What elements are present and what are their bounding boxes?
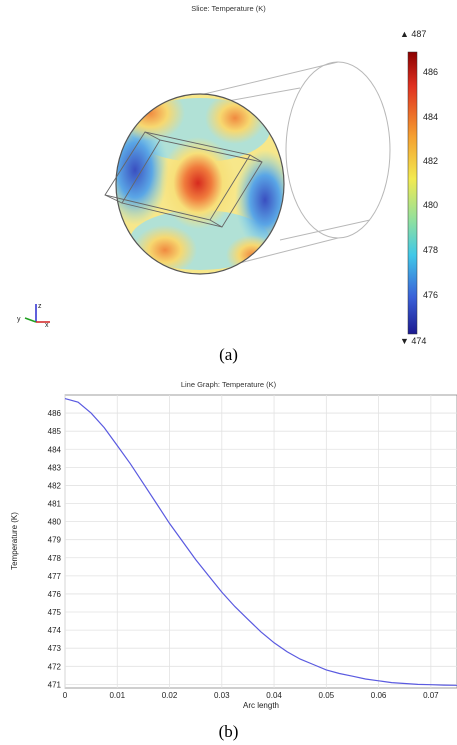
x-tick-label: 0.05: [319, 691, 335, 700]
y-tick-label: 486: [48, 409, 62, 418]
colorbar-max-label: ▲ 487: [400, 29, 426, 39]
colorbar-tick: 480: [423, 200, 438, 210]
y-tick-label: 480: [48, 518, 62, 527]
plot-area: [64, 394, 457, 689]
slice-plot: ▲ 487 ▼ 474 486 484 482 480 478 476 z x …: [17, 29, 438, 345]
x-tick-label: 0.03: [214, 691, 230, 700]
triad-x-label: x: [45, 322, 49, 329]
colorbar-ticks: 486 484 482 480 478 476: [423, 67, 438, 300]
grid: [64, 395, 457, 688]
y-tick-label: 484: [48, 445, 62, 454]
y-tick-label: 474: [48, 626, 62, 635]
colorbar: [407, 51, 418, 335]
caption-b: (b): [218, 722, 239, 741]
y-tick-label: 481: [48, 500, 62, 509]
triad-z-label: z: [38, 303, 42, 310]
axis-triad-icon: z x y: [17, 303, 50, 329]
y-axis-label: Temperature (K): [10, 512, 19, 570]
colorbar-tick: 476: [423, 290, 438, 300]
y-tick-label: 482: [48, 481, 62, 490]
y-tick-labels: 486 485 484 483 482 481 480 479 478 477 476 475 474 4…: [48, 409, 62, 689]
slice-plot-title: Slice: Temperature (K): [191, 4, 266, 13]
x-tick-label: 0.07: [423, 691, 439, 700]
line-graph: 0 0.01 0.02 0.03 0.04 0.05 0.06 0.07 4864854844…: [10, 394, 457, 710]
line-graph-title: Line Graph: Temperature (K): [180, 380, 277, 389]
colorbar-min-label: ▼ 474: [400, 336, 426, 345]
x-tick-label: 0: [63, 691, 68, 700]
x-tick-label: 0.01: [109, 691, 125, 700]
y-tick-label: 477: [48, 572, 62, 581]
y-tick-label: 476: [48, 590, 62, 599]
colorbar-tick: 478: [423, 245, 438, 255]
series-line-0: [64, 398, 457, 686]
triad-y-label: y: [17, 316, 21, 323]
x-tick-labels: 0 0.01 0.02 0.03 0.04 0.05 0.06 0.07: [63, 691, 439, 700]
y-tick-label: 471: [48, 680, 62, 689]
y-tick-label: 483: [48, 463, 62, 472]
colorbar-tick: 482: [423, 156, 438, 166]
y-tick-label: 485: [48, 427, 62, 436]
x-tick-label: 0.02: [162, 691, 178, 700]
y-tick-label: 475: [48, 608, 62, 617]
series-lines: [64, 398, 457, 686]
temperature-slice: [116, 94, 284, 274]
slice-disk-rim: [115, 93, 285, 275]
x-tick-label: 0.04: [266, 691, 282, 700]
x-tick-label: 0.06: [371, 691, 387, 700]
y-tick-label: 478: [48, 554, 62, 563]
y-tick-label: 472: [48, 662, 62, 671]
colorbar-tick: 484: [423, 112, 438, 122]
caption-a: (a): [219, 345, 238, 364]
y-tick-label: 473: [48, 644, 62, 653]
y-tick-label: 479: [48, 536, 62, 545]
box-outline: [104, 131, 263, 228]
colorbar-tick: 486: [423, 67, 438, 77]
x-axis-label: Arc length: [243, 701, 279, 710]
